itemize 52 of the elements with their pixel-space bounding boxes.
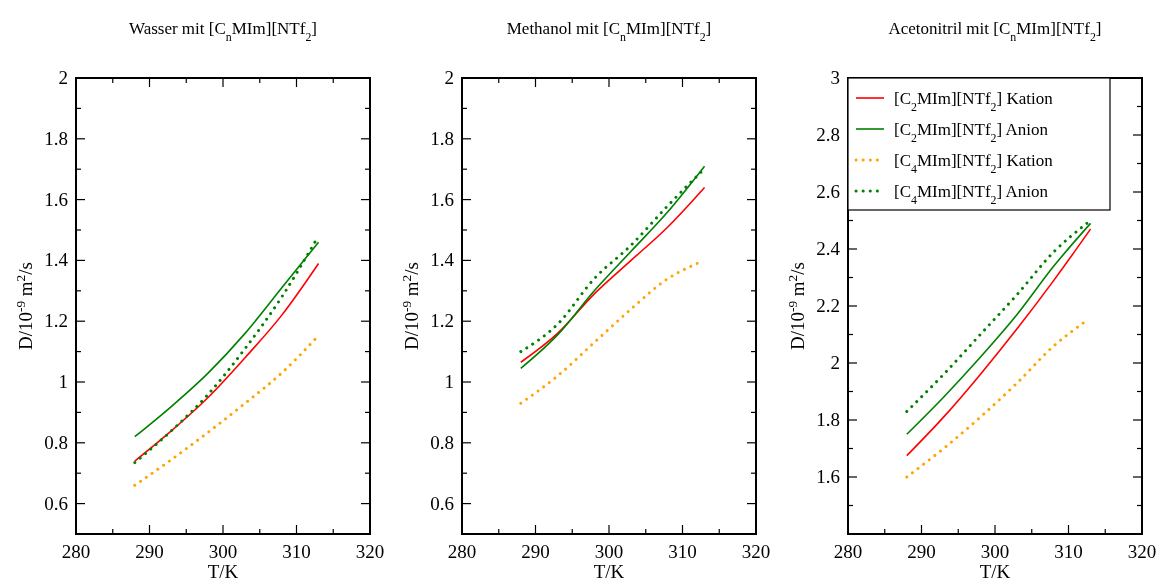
y-tick-label: 2.4: [816, 238, 841, 259]
x-tick-label: 310: [282, 541, 311, 562]
x-tick-label: 320: [1127, 541, 1157, 562]
y-tick-label: 1.8: [430, 127, 454, 149]
x-tick-label: 280: [833, 541, 863, 562]
line-series: [133, 337, 317, 487]
y-tick-label: 2.2: [816, 295, 840, 316]
legend-label: [C$_{4}$MIm][NTf$_{2}$] Anion: [894, 182, 1049, 207]
chart-title: Acetonitril mit [C$_{n}$MIm][NTf$_{2}$]: [888, 19, 1102, 44]
x-axis-title: T/K: [207, 561, 239, 579]
y-tick-label: 2.6: [816, 181, 840, 202]
x-tick-label: 290: [907, 541, 936, 562]
x-tick-label: 320: [355, 541, 385, 562]
line-series: [905, 321, 1085, 479]
legend-label: [C$_{4}$MIm][NTf$_{2}$] Kation: [894, 151, 1054, 176]
y-tick-label: 1.8: [816, 409, 840, 430]
y-tick-label: 2: [444, 67, 454, 88]
y-tick-label: 1.4: [430, 249, 455, 271]
x-tick-label: 300: [594, 541, 624, 562]
x-tick-label: 290: [521, 541, 550, 562]
y-tick-label: 1: [444, 371, 454, 392]
x-tick-label: 280: [61, 541, 91, 562]
chart-title: Wasser mit [C$_{n}$MIm][NTf$_{2}$]: [128, 19, 318, 44]
chart-title: Methanol mit [C$_{n}$MIm][NTf$_{2}$]: [506, 19, 712, 44]
x-tick-label: 300: [208, 541, 238, 562]
x-tick-label: 310: [1054, 541, 1083, 562]
x-tick-label: 290: [135, 541, 164, 562]
line-series: [519, 261, 699, 405]
y-tick-label: 2: [830, 352, 840, 373]
y-tick-label: 0.6: [44, 492, 68, 514]
x-tick-label: 300: [980, 541, 1010, 562]
x-axis-title: T/K: [593, 561, 625, 579]
y-tick-label: 1.8: [44, 127, 68, 149]
y-tick-label: 1.2: [44, 310, 68, 332]
y-tick-label: 1.6: [430, 188, 454, 210]
y-tick-label: 0.6: [430, 492, 454, 514]
y-tick-label: 1.6: [816, 466, 840, 487]
y-tick-label: 1.4: [44, 249, 69, 271]
legend-label: [C$_{2}$MIm][NTf$_{2}$] Kation: [894, 89, 1054, 114]
y-tick-label: 0.8: [430, 431, 454, 453]
y-tick-label: 2: [58, 67, 68, 88]
y-tick-label: 0.8: [44, 431, 68, 453]
x-tick-label: 310: [668, 541, 697, 562]
y-tick-label: 1.6: [44, 188, 68, 210]
y-tick-label: 3: [830, 67, 840, 88]
y-tick-label: 2.8: [816, 124, 840, 145]
x-axis-title: T/K: [979, 561, 1011, 579]
x-tick-label: 280: [447, 541, 477, 562]
y-tick-label: 1.2: [430, 310, 454, 332]
y-tick-label: 1: [58, 371, 68, 392]
legend-label: [C$_{2}$MIm][NTf$_{2}$] Anion: [894, 120, 1049, 145]
x-tick-label: 320: [741, 541, 771, 562]
